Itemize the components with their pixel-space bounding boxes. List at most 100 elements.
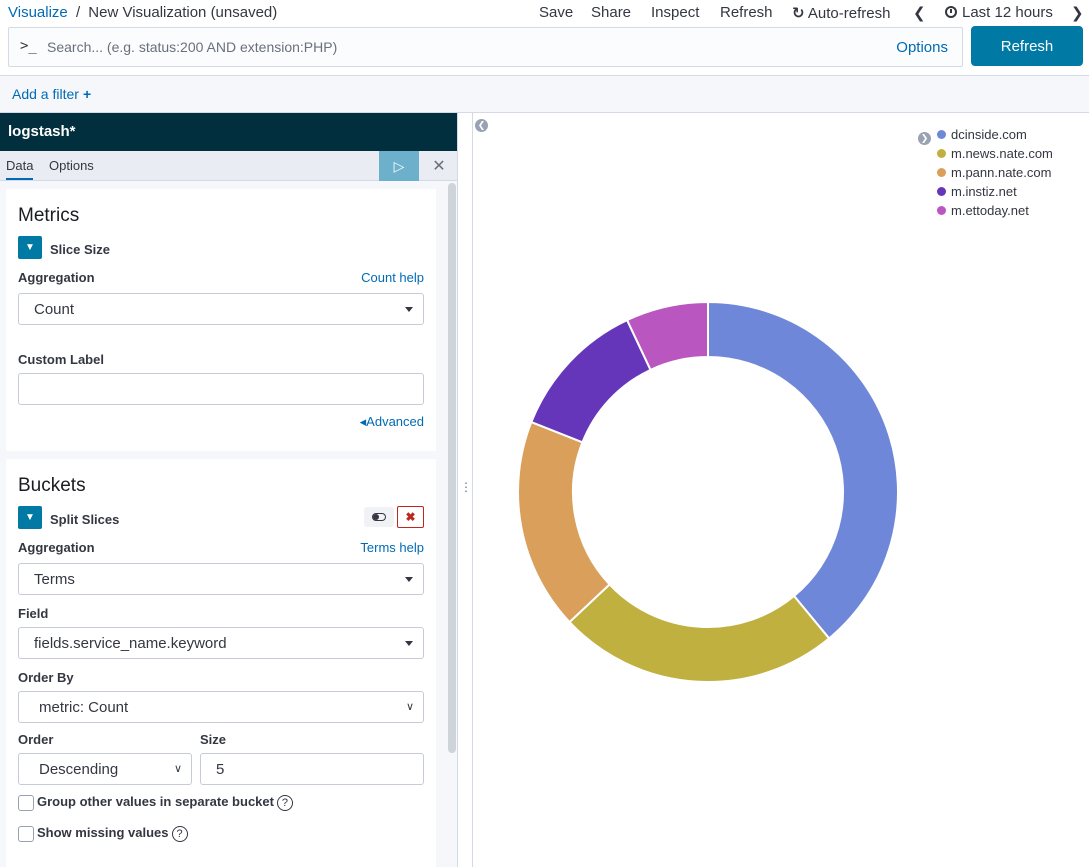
field-value: fields.service_name.keyword (34, 635, 227, 652)
legend-item[interactable]: dcinside.com (937, 127, 1053, 146)
clock-icon (945, 6, 957, 18)
order-by-label: Order By (18, 670, 74, 685)
count-help-link[interactable]: Count help (361, 270, 424, 285)
buckets-aggregation-select[interactable]: Terms (18, 563, 424, 595)
discard-changes-button[interactable]: ✕ (428, 155, 450, 177)
pie-slice-m-pann-nate-com[interactable] (517, 420, 612, 624)
split-slices-title: Split Slices (50, 512, 120, 527)
custom-label-input[interactable] (18, 373, 424, 405)
cross-icon: ✖ (405, 510, 416, 524)
chevron-down-icon: ∨ (173, 763, 182, 775)
legend-item[interactable]: m.news.nate.com (937, 146, 1053, 165)
pie-slice-m-instiz-net[interactable] (530, 318, 652, 444)
order-by-value: metric: Count (39, 699, 129, 716)
legend-label: m.pann.nate.com (951, 165, 1052, 180)
close-icon: ✕ (432, 158, 446, 175)
buckets-section: Buckets ▼ Split Slices ✖ Aggregation Ter… (6, 459, 436, 867)
legend-swatch (937, 187, 946, 196)
order-by-select[interactable]: metric: Count ∨ (18, 691, 424, 723)
caret-down-icon (405, 577, 413, 582)
auto-refresh-label: Auto-refresh (807, 5, 891, 22)
show-missing-label[interactable]: Show missing values (37, 825, 169, 840)
chevron-down-icon: ∨ (405, 701, 414, 713)
group-other-label[interactable]: Group other values in separate bucket (37, 794, 274, 809)
legend-label: m.instiz.net (951, 184, 1017, 199)
pie-slice-m-news-nate-com[interactable] (568, 583, 831, 683)
chevron-left-icon[interactable]: ❮ (913, 5, 926, 22)
console-prompt-icon: >_ (20, 38, 37, 54)
save-menu-item[interactable]: Save (539, 4, 574, 21)
top-nav: Visualize / New Visualization (unsaved) … (0, 0, 1089, 26)
size-label: Size (200, 732, 227, 747)
legend-item[interactable]: m.pann.nate.com (937, 165, 1053, 184)
buckets-aggregation-value: Terms (34, 571, 75, 588)
add-filter-label: Add a filter (12, 86, 79, 102)
advanced-label: Advanced (366, 414, 424, 429)
legend-label: m.ettoday.net (951, 203, 1029, 218)
play-icon: ▷ (393, 157, 405, 174)
inspect-menu-item[interactable]: Inspect (651, 4, 700, 21)
legend-label: dcinside.com (951, 127, 1027, 142)
plus-icon: + (82, 86, 92, 102)
group-other-checkbox[interactable] (18, 794, 34, 811)
slice-size-toggle-button[interactable]: ▼ (18, 236, 42, 259)
time-range-label: Last 12 hours (962, 4, 1053, 21)
disable-aggregation-toggle[interactable] (364, 507, 394, 527)
sidebar-tabs: Data Options ▷ ✕ (0, 151, 457, 181)
question-icon[interactable]: ? (276, 794, 293, 811)
toggle-knob (373, 514, 379, 520)
time-picker[interactable]: Last 12 hours (945, 4, 1053, 21)
show-missing-row: Show missing values? (18, 825, 188, 842)
buckets-heading: Buckets (18, 475, 86, 496)
advanced-toggle-link[interactable]: ◂Advanced (360, 414, 424, 430)
toggle-icon (372, 513, 386, 521)
query-options-link[interactable]: Options (896, 39, 948, 56)
auto-refresh-menu-item[interactable]: ↻ Auto-refresh (792, 4, 890, 22)
caret-down-icon: ▼ (25, 242, 35, 253)
metrics-aggregation-select[interactable]: Count (18, 293, 424, 325)
refresh-icon: ↻ (792, 5, 805, 22)
buckets-aggregation-label: Aggregation (18, 540, 95, 555)
order-select[interactable]: Descending ∨ (18, 753, 192, 785)
group-other-row: Group other values in separate bucket? (18, 794, 293, 811)
question-icon[interactable]: ? (171, 825, 188, 842)
legend-item[interactable]: m.ettoday.net (937, 203, 1053, 222)
resize-handle-icon[interactable]: ⋮ (460, 480, 472, 494)
legend-swatch (937, 149, 946, 158)
refresh-menu-item[interactable]: Refresh (720, 4, 773, 21)
donut-chart (517, 300, 899, 683)
caret-down-icon (405, 307, 413, 312)
pie-slice-dcinside-com[interactable] (707, 300, 899, 640)
refresh-button[interactable]: Refresh (971, 26, 1083, 66)
top-menu: Save Share Inspect Refresh ↻ Auto-refres… (0, 4, 1089, 24)
caret-left-icon: ◂ (359, 414, 367, 429)
legend-toggle-icon[interactable]: ❯ (918, 132, 931, 145)
remove-aggregation-button[interactable]: ✖ (397, 506, 424, 528)
split-slices-toggle-button[interactable]: ▼ (18, 506, 42, 529)
legend-swatch (937, 206, 946, 215)
pie-slice-m-ettoday-net[interactable] (625, 300, 709, 372)
editor-sidebar: logstash* Data Options ▷ ✕ Metrics ▼ Sli… (0, 113, 458, 867)
field-select[interactable]: fields.service_name.keyword (18, 627, 424, 659)
metrics-aggregation-label: Aggregation (18, 270, 95, 285)
legend-label: m.news.nate.com (951, 146, 1053, 161)
breadcrumb-separator: / (75, 4, 81, 21)
breadcrumb-visualize-link[interactable]: Visualize (8, 4, 68, 21)
search-input[interactable] (47, 36, 847, 58)
apply-changes-button[interactable]: ▷ (379, 151, 419, 181)
show-missing-checkbox[interactable] (18, 825, 34, 842)
sidebar-scrollbar[interactable] (448, 183, 456, 753)
size-input[interactable] (200, 753, 424, 785)
tab-data[interactable]: Data (6, 158, 34, 180)
legend-item[interactable]: m.instiz.net (937, 184, 1053, 203)
order-label: Order (18, 732, 54, 747)
collapse-sidebar-icon[interactable]: ❮ (475, 119, 488, 132)
share-menu-item[interactable]: Share (591, 4, 632, 21)
tab-options[interactable]: Options (49, 158, 94, 173)
terms-help-link[interactable]: Terms help (360, 540, 424, 555)
chevron-right-icon[interactable]: ❯ (1071, 5, 1084, 22)
add-filter-link[interactable]: Add a filter + (12, 86, 91, 102)
order-value: Descending (39, 761, 119, 778)
query-bar: >_ Options (8, 27, 963, 67)
legend-swatch (937, 168, 946, 177)
